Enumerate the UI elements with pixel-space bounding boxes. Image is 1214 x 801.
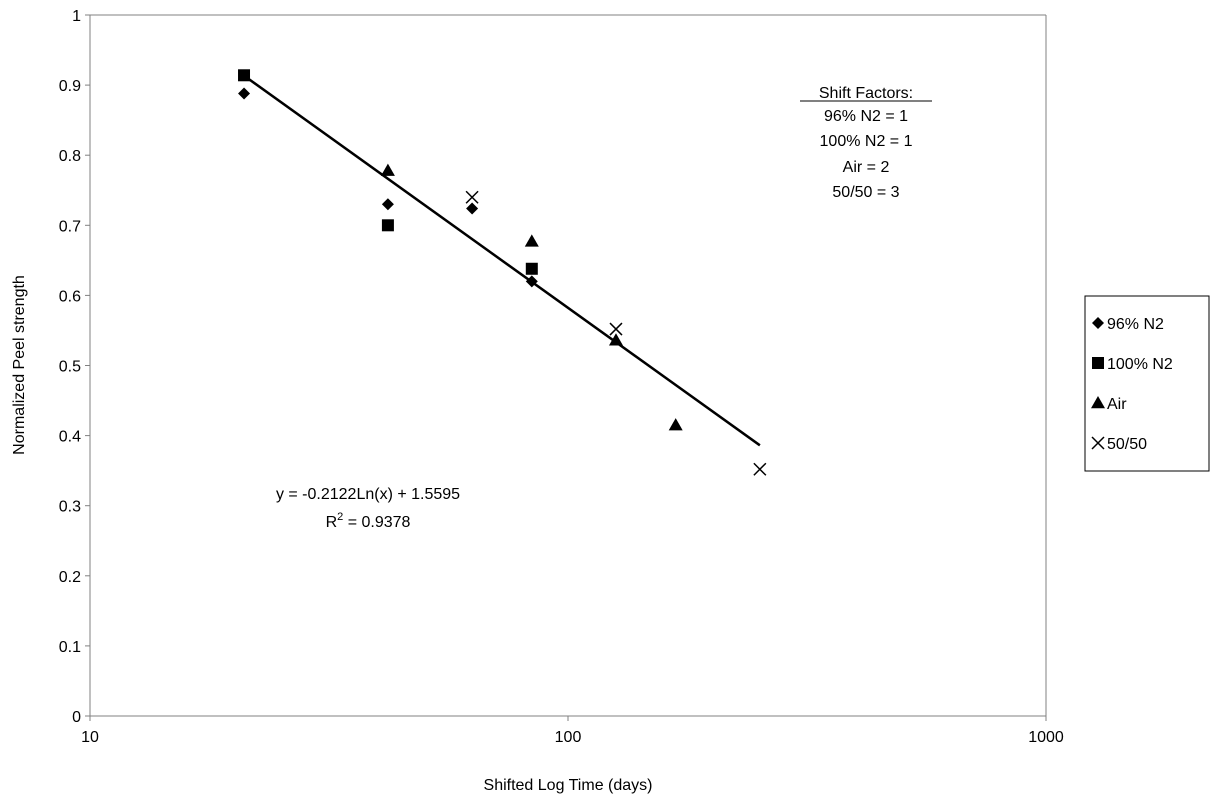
data-point-50-50 <box>753 462 767 476</box>
points-layer <box>238 69 767 476</box>
y-tick-label: 0 <box>72 709 81 726</box>
trendline-layer <box>243 74 761 447</box>
data-point-96-n2 <box>381 198 394 211</box>
y-tick-label: 0.2 <box>59 569 81 586</box>
legend-box <box>1084 295 1210 472</box>
y-tick-label: 0.3 <box>59 499 81 516</box>
data-point-96-n2 <box>238 87 251 100</box>
data-point-50-50 <box>609 322 623 336</box>
data-point-96-n2 <box>466 202 479 215</box>
data-point-50-50 <box>465 190 479 204</box>
y-tick-label: 0.7 <box>59 218 81 235</box>
r-squared-superscript: 2 <box>337 511 343 523</box>
shift-factor-line: 50/50 = 3 <box>832 184 899 201</box>
r-squared-value: = 0.9378 <box>343 514 410 531</box>
ticks-layer: 0 0.1 0.2 0.3 0.4 0.5 0.6 0.7 0.8 0.9 1 10 100 1000 <box>59 8 1064 746</box>
y-tick-label: 0.9 <box>59 78 81 95</box>
x-axis-title: Shifted Log Time (days) <box>484 777 653 794</box>
data-point-100-n2 <box>381 219 394 232</box>
trendline-equation: y = -0.2122Ln(x) + 1.5595 R2 = 0.9378 <box>276 486 460 531</box>
y-axis-title: Normalized Peel strength <box>11 275 28 455</box>
x-tick-label: 1000 <box>1028 729 1064 746</box>
x-tick-label: 10 <box>81 729 99 746</box>
r-squared-label: R2 = 0.9378 <box>326 511 411 531</box>
y-tick-label: 1 <box>72 8 81 25</box>
shift-factor-line: 96% N2 = 1 <box>824 108 908 125</box>
y-tick-label: 0.5 <box>59 359 81 376</box>
data-point-air <box>608 333 623 346</box>
legend-items: 96% N2 100% N2 Air 50/50 <box>1091 316 1173 453</box>
legend-label-96-n2: 96% N2 <box>1107 316 1164 333</box>
legend-label-50-50: 50/50 <box>1107 436 1147 453</box>
x-tick-label: 100 <box>555 729 582 746</box>
legend-label-air: Air <box>1107 396 1127 413</box>
data-point-air <box>380 163 395 176</box>
shift-factors-header: Shift Factors: <box>819 85 913 102</box>
legend-marker-96-n2 <box>1092 317 1104 329</box>
equation-label: y = -0.2122Ln(x) + 1.5595 <box>276 486 460 503</box>
legend: 96% N2 100% N2 Air 50/50 <box>1084 295 1210 472</box>
y-tick-label: 0.1 <box>59 639 81 656</box>
y-tick-label: 0.8 <box>59 148 81 165</box>
data-point-96-n2 <box>525 275 538 288</box>
shift-factor-line: 100% N2 = 1 <box>820 133 913 150</box>
data-point-100-n2 <box>238 69 251 82</box>
shift-factor-line: Air = 2 <box>843 159 890 176</box>
y-tick-label: 0.4 <box>59 429 81 446</box>
legend-marker-air <box>1091 396 1105 409</box>
legend-label-100-n2: 100% N2 <box>1107 356 1173 373</box>
shift-factors-annotation: Shift Factors: 96% N2 = 1 100% N2 = 1 Ai… <box>800 85 932 201</box>
legend-marker-50-50 <box>1091 436 1105 450</box>
data-point-air <box>668 418 683 431</box>
legend-marker-100-n2 <box>1092 357 1104 369</box>
r-squared-prefix: R <box>326 514 338 531</box>
data-point-air <box>524 234 539 247</box>
data-point-100-n2 <box>525 262 538 275</box>
y-tick-label: 0.6 <box>59 288 81 305</box>
trendline <box>243 74 761 447</box>
